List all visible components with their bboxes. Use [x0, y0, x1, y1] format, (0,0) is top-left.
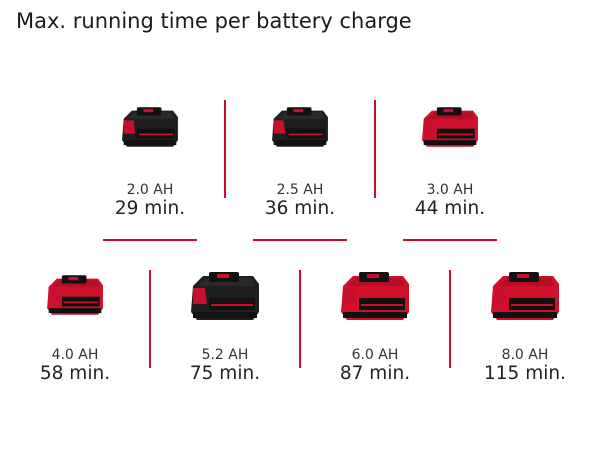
battery-runtime: 87 min. [339, 363, 411, 384]
battery-runtime: 36 min. [264, 198, 336, 219]
battery-item: 2.5 AH 36 min. [225, 182, 375, 220]
divider [149, 270, 151, 368]
page-title: Max. running time per battery charge [16, 9, 412, 33]
battery-item: 6.0 AH 87 min. [300, 347, 450, 385]
battery-capacity: 3.0 AH [426, 182, 474, 198]
battery-capacity: 2.0 AH [126, 182, 174, 198]
battery-icon [122, 107, 178, 147]
battery-icon [47, 275, 103, 315]
battery-image [75, 104, 225, 150]
divider [299, 270, 301, 368]
divider [253, 239, 347, 241]
battery-capacity: 5.2 AH [201, 347, 249, 363]
battery-image [0, 272, 150, 318]
battery-image [375, 104, 525, 150]
battery-capacity: 4.0 AH [51, 347, 99, 363]
divider [374, 100, 376, 198]
battery-runtime: 75 min. [189, 363, 261, 384]
battery-item: 8.0 AH 115 min. [450, 347, 600, 385]
battery-image [450, 268, 600, 324]
divider [224, 100, 226, 198]
battery-runtime: 44 min. [414, 198, 486, 219]
battery-image [300, 268, 450, 324]
battery-icon [191, 272, 259, 320]
battery-runtime: 115 min. [484, 363, 566, 384]
battery-icon [491, 272, 559, 320]
battery-capacity: 6.0 AH [351, 347, 399, 363]
battery-icon [272, 107, 328, 147]
battery-item: 5.2 AH 75 min. [150, 347, 300, 385]
battery-icon [341, 272, 409, 320]
divider [103, 239, 197, 241]
battery-runtime: 58 min. [39, 363, 111, 384]
battery-runtime: 29 min. [114, 198, 186, 219]
battery-item: 2.0 AH 29 min. [75, 182, 225, 220]
battery-capacity: 2.5 AH [276, 182, 324, 198]
battery-image [225, 104, 375, 150]
battery-capacity: 8.0 AH [501, 347, 549, 363]
battery-image [150, 268, 300, 324]
divider [403, 239, 497, 241]
battery-item: 3.0 AH 44 min. [375, 182, 525, 220]
divider [449, 270, 451, 368]
battery-item: 4.0 AH 58 min. [0, 347, 150, 385]
battery-icon [422, 107, 478, 147]
